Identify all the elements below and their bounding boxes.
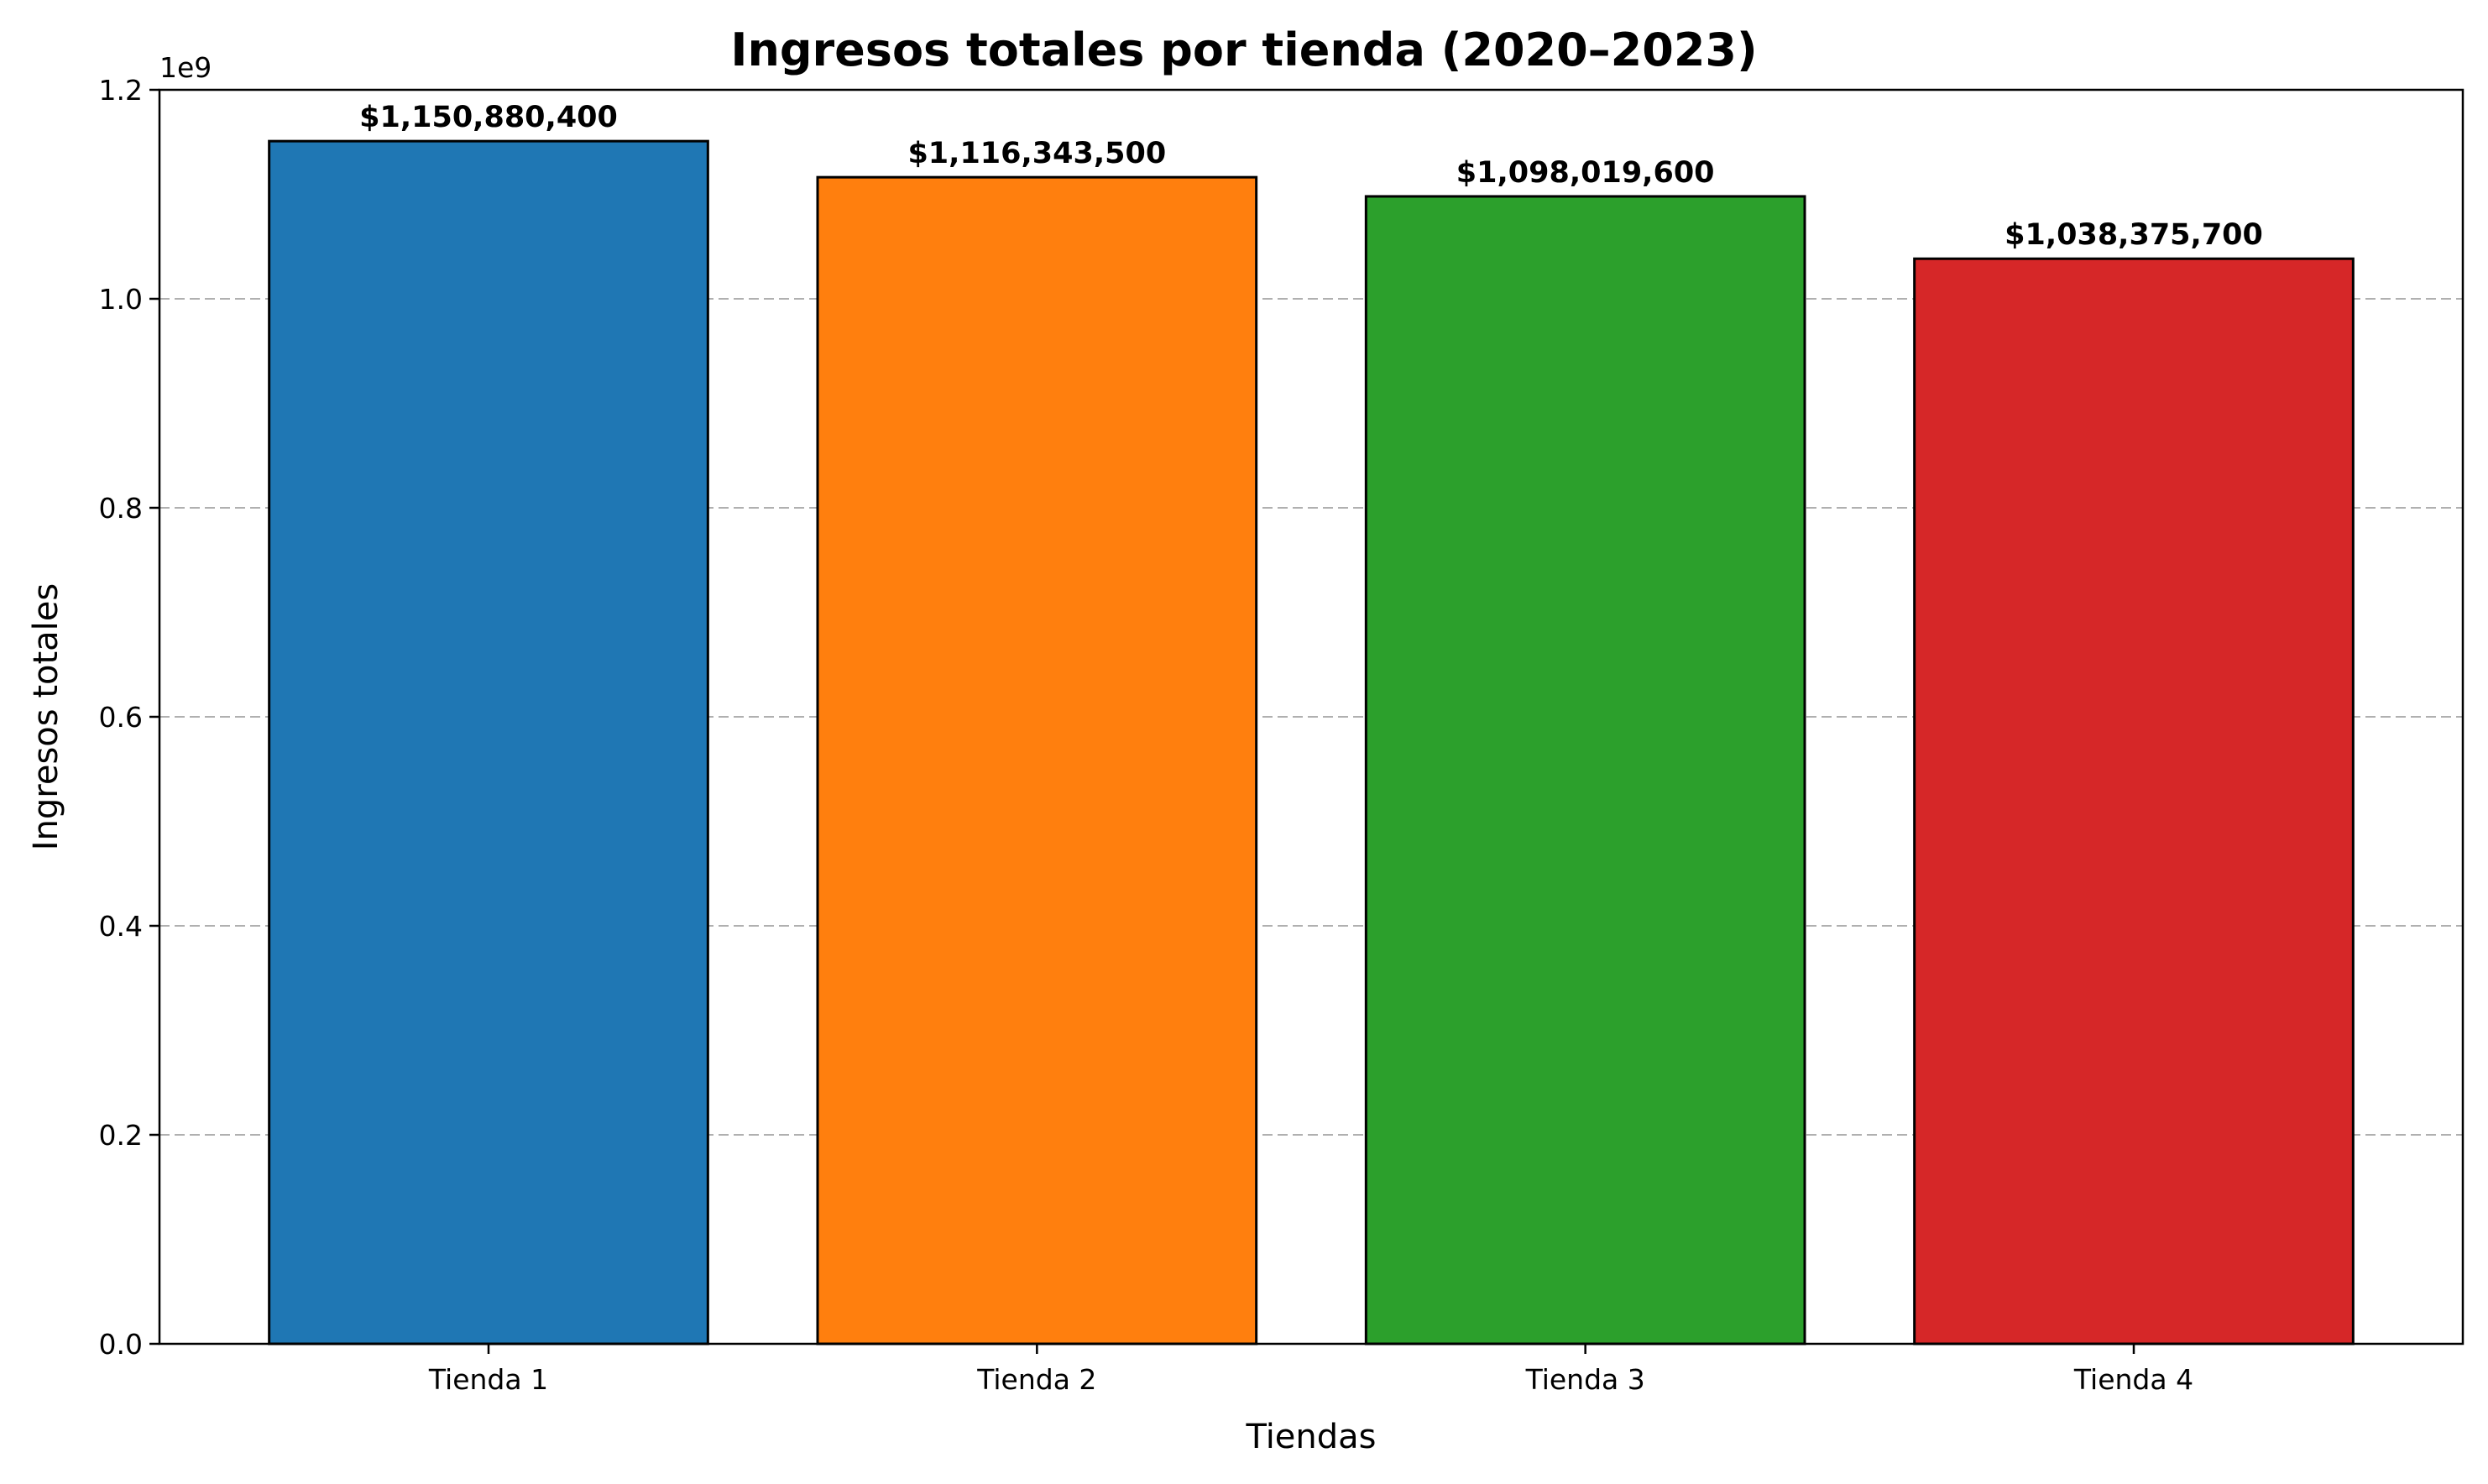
y-tick-label: 0.2 [99, 1119, 143, 1152]
y-tick-label: 0.8 [99, 492, 143, 525]
bar-3 [1364, 195, 1806, 1346]
x-tick-label: Tienda 2 [976, 1363, 1096, 1396]
y-axis-offset-label: 1e9 [159, 51, 212, 84]
x-axis-ticks: Tienda 1 Tienda 2 Tienda 3 Tienda 4 [428, 1344, 2193, 1396]
bar-value-label: $1,038,375,700 [2005, 218, 2263, 252]
y-tick-label: 1.0 [99, 283, 143, 316]
bar-1 [268, 139, 709, 1346]
y-tick-label: 0.0 [99, 1328, 143, 1361]
y-axis-ticks: 0.0 0.2 0.4 0.6 0.8 1.0 1.2 [99, 74, 159, 1361]
bar-4 [1913, 257, 2355, 1346]
x-tick-label: Tienda 3 [1525, 1363, 1645, 1396]
bar-value-label: $1,150,880,400 [359, 101, 618, 134]
x-tick-label: Tienda 4 [2073, 1363, 2193, 1396]
bar-value-label: $1,098,019,600 [1456, 156, 1715, 190]
bars [268, 139, 2355, 1346]
x-tick-label: Tienda 1 [428, 1363, 548, 1396]
y-tick-label: 0.4 [99, 910, 143, 943]
y-tick-label: 1.2 [99, 74, 143, 107]
x-axis-label: Tiendas [1245, 1418, 1376, 1456]
bar-2 [816, 175, 1258, 1346]
bar-value-label: $1,116,343,500 [907, 137, 1166, 170]
chart-title: Ingresos totales por tienda (2020–2023) [730, 24, 1757, 76]
bar-value-labels: $1,150,880,400 $1,116,343,500 $1,098,019,6… [359, 101, 2263, 252]
y-axis-label: Ingresos totales [27, 583, 65, 851]
y-tick-label: 0.6 [99, 701, 143, 734]
